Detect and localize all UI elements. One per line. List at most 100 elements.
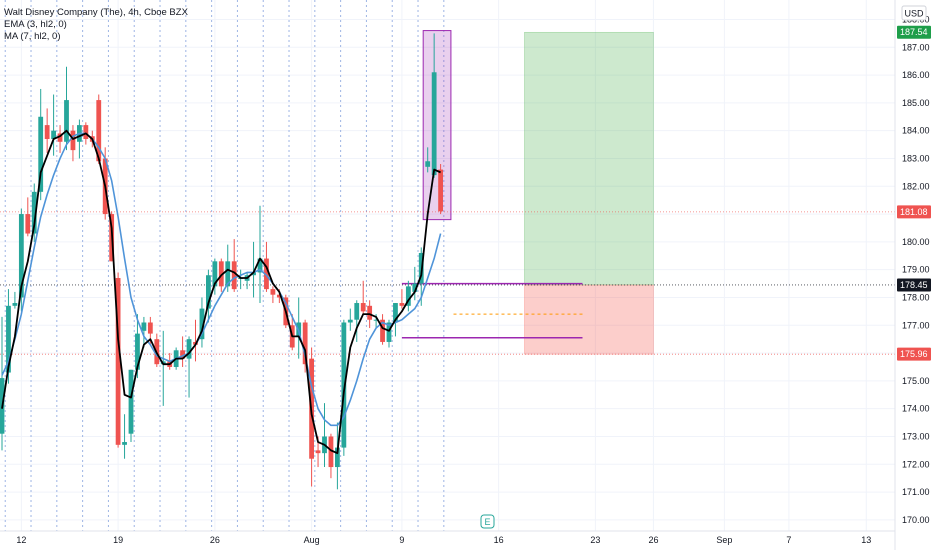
currency-button[interactable]: USD [901, 5, 927, 21]
x-tick-label: 26 [210, 535, 220, 545]
candle[interactable] [238, 269, 244, 290]
candle[interactable] [44, 108, 50, 153]
trade-zone-layer[interactable] [422, 30, 654, 355]
candle-body [425, 161, 431, 167]
y-tick-label: 179.00 [902, 265, 930, 275]
candle-body [12, 303, 18, 306]
candle[interactable] [302, 319, 308, 373]
candle[interactable] [354, 300, 360, 342]
candle[interactable] [141, 316, 147, 348]
candle-body [141, 322, 147, 331]
candle[interactable] [335, 422, 340, 490]
candle[interactable] [399, 289, 405, 309]
candle-body [147, 322, 153, 334]
x-tick-label: 12 [16, 535, 26, 545]
x-tick-label: 26 [648, 535, 658, 545]
y-tick-label: 178.00 [902, 292, 930, 302]
profit-target-zone[interactable] [524, 31, 654, 286]
price-tag-label: 178.45 [900, 280, 928, 290]
candle[interactable] [186, 336, 192, 398]
candle[interactable] [38, 88, 44, 201]
candle[interactable] [405, 280, 411, 312]
x-tick-label: Sep [716, 535, 732, 545]
price-tag-box [897, 25, 931, 39]
y-tick-label: 187.00 [902, 42, 930, 52]
stop-loss-zone[interactable] [524, 284, 654, 355]
candle[interactable] [180, 336, 185, 367]
candle-body [31, 191, 37, 234]
candle[interactable] [322, 403, 327, 468]
indicators-layer [1, 129, 442, 455]
candle-body [412, 283, 418, 292]
candle[interactable] [57, 125, 63, 153]
candle-body [335, 447, 340, 468]
price-tag[interactable]: 181.08 [897, 205, 931, 219]
candle[interactable] [0, 316, 5, 451]
price-tag[interactable]: 175.96 [897, 347, 931, 361]
candle-body [386, 322, 392, 342]
level-lines-layer[interactable] [0, 211, 895, 355]
candle[interactable] [380, 314, 385, 345]
candle-body [6, 305, 11, 373]
candle[interactable] [160, 330, 166, 406]
price-tag[interactable]: 187.54 [897, 25, 931, 39]
candle[interactable] [96, 94, 102, 165]
candle[interactable] [360, 280, 366, 315]
candle[interactable] [115, 272, 121, 448]
candle[interactable] [328, 433, 334, 479]
candle[interactable] [425, 147, 431, 173]
candle[interactable] [70, 125, 76, 162]
candle-body [225, 261, 231, 287]
candle-body [264, 258, 269, 290]
price-tag-label: 187.54 [900, 27, 928, 37]
candle[interactable] [257, 205, 263, 304]
candle[interactable] [51, 94, 56, 156]
candle[interactable] [347, 308, 353, 331]
candle[interactable] [64, 66, 69, 151]
candle-body [18, 214, 24, 298]
candle-body [257, 258, 263, 273]
y-tick-label: 175.00 [902, 376, 930, 386]
candle[interactable] [18, 208, 24, 312]
candle[interactable] [251, 241, 256, 298]
candle-body [57, 133, 63, 142]
earnings-marker[interactable]: E [480, 514, 495, 529]
candle[interactable] [431, 33, 437, 178]
candle-body [367, 305, 373, 320]
currency-label: USD [904, 9, 924, 19]
candle[interactable] [199, 297, 205, 348]
candle[interactable] [122, 414, 127, 459]
candle[interactable] [128, 369, 134, 443]
candle[interactable] [77, 119, 82, 159]
ma-legend[interactable]: MA (7, hl2, 0) [4, 31, 61, 42]
candle-body [231, 261, 237, 290]
symbol-title: Walt Disney Company (The), 4h, Cboe BZX [4, 7, 189, 18]
y-tick-label: 170.00 [902, 515, 930, 525]
candle-body [218, 261, 224, 287]
y-tick-label: 180.00 [902, 237, 930, 247]
candle[interactable] [12, 291, 18, 309]
session-breaks-layer [4, 0, 445, 531]
candle[interactable] [412, 266, 418, 301]
candle[interactable] [231, 239, 237, 292]
x-tick-label: Aug [304, 535, 320, 545]
candle[interactable] [244, 272, 250, 290]
candle[interactable] [386, 319, 392, 348]
candle[interactable] [270, 286, 276, 304]
candle[interactable] [31, 183, 37, 242]
candle-body [399, 303, 405, 306]
candle[interactable] [212, 258, 218, 295]
candle[interactable] [25, 197, 31, 237]
candle-body [199, 308, 205, 340]
candle-body [44, 125, 50, 140]
ema-legend[interactable]: EMA (3, hl2, 0) [4, 19, 67, 30]
price-tag[interactable]: 178.45 [897, 278, 931, 292]
candle-body [405, 286, 411, 306]
candle-body [315, 450, 321, 454]
highlight-rectangle[interactable] [422, 30, 452, 221]
candle[interactable] [206, 269, 211, 323]
candles-layer[interactable] [0, 33, 443, 490]
